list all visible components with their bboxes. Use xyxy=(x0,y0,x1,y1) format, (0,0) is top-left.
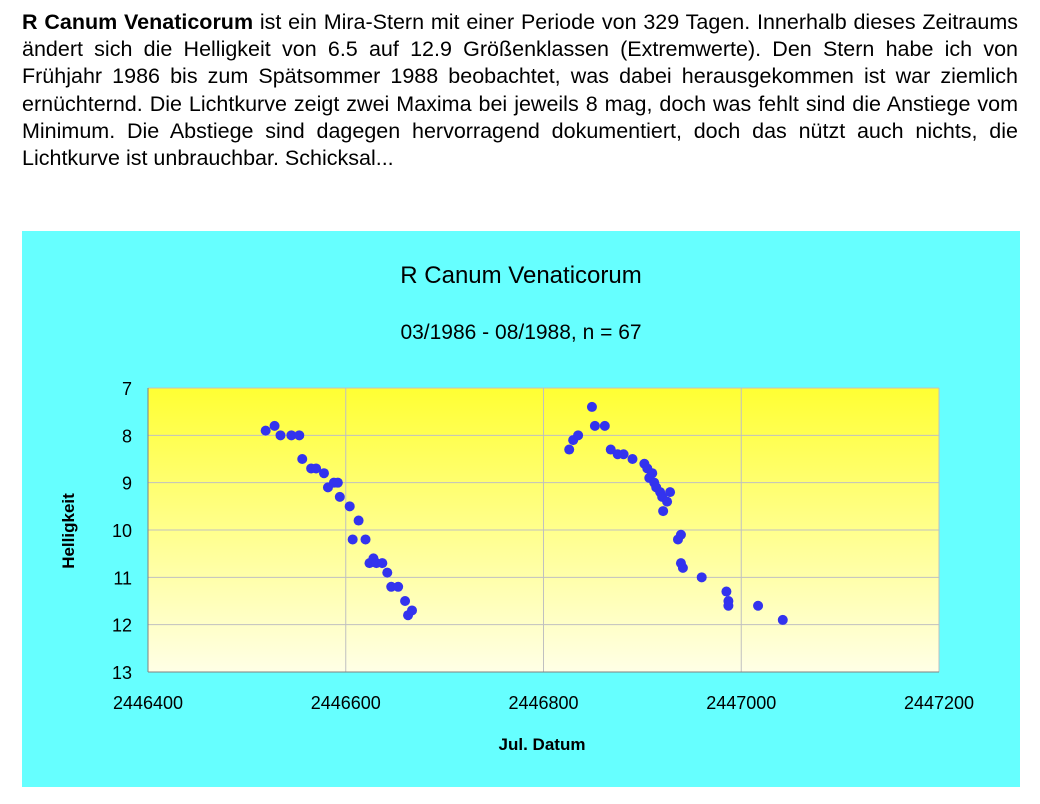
data-point xyxy=(599,420,610,431)
y-tick-label: 13 xyxy=(112,663,132,683)
data-points xyxy=(260,401,788,625)
data-point xyxy=(573,430,584,441)
data-point xyxy=(647,468,658,479)
data-point xyxy=(677,562,688,573)
chart-container: R Canum Venaticorum 03/1986 - 08/1988, n… xyxy=(22,231,1020,787)
data-point xyxy=(353,515,364,526)
data-point xyxy=(618,449,629,460)
intro-paragraph: R Canum Venaticorum ist ein Mira-Stern m… xyxy=(22,9,1018,172)
data-point xyxy=(294,430,305,441)
data-point xyxy=(777,614,788,625)
y-tick-label: 7 xyxy=(122,379,132,399)
light-curve-chart: R Canum Venaticorum 03/1986 - 08/1988, n… xyxy=(22,231,1020,787)
axis-lines xyxy=(147,388,939,673)
data-point xyxy=(386,581,397,592)
data-point xyxy=(589,420,600,431)
data-point xyxy=(260,425,271,436)
data-point xyxy=(311,463,322,474)
data-point xyxy=(627,454,638,464)
data-point xyxy=(564,444,575,455)
data-point xyxy=(400,596,411,606)
chart-title: R Canum Venaticorum xyxy=(400,262,641,289)
data-point xyxy=(721,586,732,597)
x-axis-label: Jul. Datum xyxy=(499,735,586,754)
x-tick-label: 2446800 xyxy=(508,693,578,713)
data-point xyxy=(658,506,669,517)
data-point xyxy=(723,600,734,611)
chart-subtitle: 03/1986 - 08/1988, n = 67 xyxy=(400,321,641,344)
data-point xyxy=(269,420,280,431)
data-point xyxy=(275,430,286,441)
y-axis-label: Helligkeit xyxy=(59,493,78,569)
data-point xyxy=(662,496,673,507)
data-point xyxy=(406,605,417,616)
data-point xyxy=(360,534,371,545)
data-point xyxy=(334,491,345,502)
data-point xyxy=(382,567,393,578)
intro-star-name: R Canum Venaticorum xyxy=(22,10,254,34)
data-point xyxy=(665,487,676,498)
intro-text: ist ein Mira-Stern mit einer Periode von… xyxy=(22,10,1018,171)
y-tick-label: 12 xyxy=(112,616,132,636)
y-tick-label: 11 xyxy=(113,568,132,588)
y-axis-ticks: 7 8 9 10 11 12 13 xyxy=(112,379,132,683)
data-point xyxy=(696,572,707,583)
data-point xyxy=(286,430,297,441)
x-tick-label: 2446400 xyxy=(113,693,183,713)
data-point xyxy=(318,468,329,479)
x-tick-label: 2447000 xyxy=(706,693,776,713)
x-axis-ticks: 2446400 2446600 2446800 2447000 2447200 xyxy=(113,693,974,713)
data-point xyxy=(297,454,308,464)
x-tick-label: 2447200 xyxy=(904,693,974,713)
data-point xyxy=(675,529,686,540)
data-point xyxy=(344,501,355,512)
data-point xyxy=(586,401,597,412)
y-tick-label: 10 xyxy=(112,521,132,541)
x-tick-label: 2446600 xyxy=(311,693,381,713)
y-tick-label: 9 xyxy=(122,474,132,494)
data-point xyxy=(332,477,343,488)
data-point xyxy=(377,558,388,569)
data-point xyxy=(347,534,358,545)
data-point xyxy=(393,581,404,592)
data-point xyxy=(753,600,764,611)
y-tick-label: 8 xyxy=(122,426,132,446)
